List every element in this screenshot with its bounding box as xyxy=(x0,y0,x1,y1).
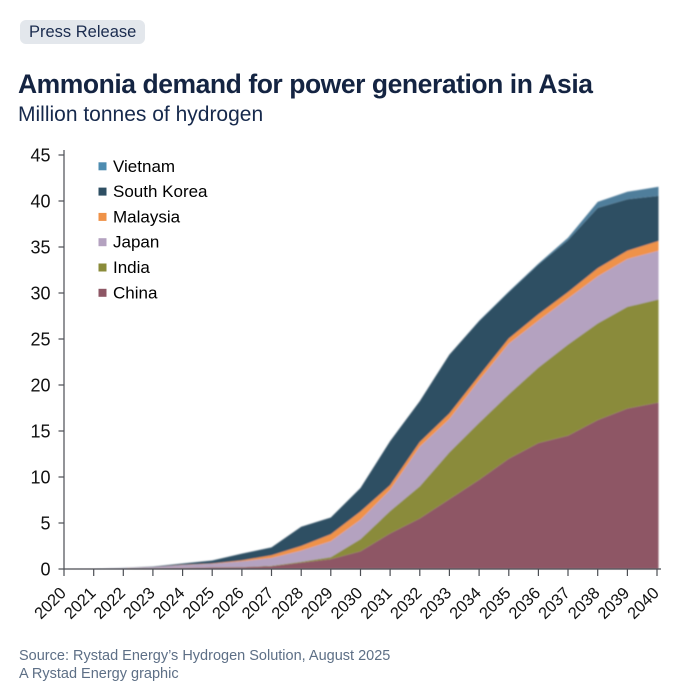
svg-text:2030: 2030 xyxy=(328,584,367,623)
svg-text:South Korea: South Korea xyxy=(113,182,208,201)
svg-text:Vietnam: Vietnam xyxy=(113,157,175,176)
svg-text:2040: 2040 xyxy=(624,584,663,623)
svg-text:2033: 2033 xyxy=(417,584,456,623)
svg-text:2032: 2032 xyxy=(387,584,426,623)
svg-text:2028: 2028 xyxy=(268,584,307,623)
svg-text:15: 15 xyxy=(30,422,50,442)
svg-text:45: 45 xyxy=(30,146,50,166)
svg-text:2027: 2027 xyxy=(239,584,278,623)
svg-text:5: 5 xyxy=(40,514,50,534)
svg-text:China: China xyxy=(113,283,158,302)
svg-text:2021: 2021 xyxy=(61,584,100,623)
svg-text:20: 20 xyxy=(30,376,50,396)
svg-text:2025: 2025 xyxy=(179,584,218,623)
svg-text:2029: 2029 xyxy=(298,584,337,623)
svg-text:India: India xyxy=(113,258,150,277)
svg-text:2022: 2022 xyxy=(90,584,129,623)
svg-text:35: 35 xyxy=(30,238,50,258)
svg-text:Japan: Japan xyxy=(113,233,159,252)
svg-text:2039: 2039 xyxy=(595,584,634,623)
svg-text:2026: 2026 xyxy=(209,584,248,623)
svg-text:2020: 2020 xyxy=(31,584,70,623)
svg-text:2035: 2035 xyxy=(476,584,515,623)
svg-text:40: 40 xyxy=(30,192,50,212)
svg-text:2031: 2031 xyxy=(357,584,396,623)
svg-text:2038: 2038 xyxy=(565,584,604,623)
svg-text:30: 30 xyxy=(30,284,50,304)
svg-text:Malaysia: Malaysia xyxy=(113,207,181,226)
svg-text:25: 25 xyxy=(30,330,50,350)
svg-text:10: 10 xyxy=(30,468,50,488)
svg-text:2023: 2023 xyxy=(120,584,159,623)
svg-text:2034: 2034 xyxy=(446,584,485,623)
svg-text:2037: 2037 xyxy=(535,584,574,623)
svg-text:2024: 2024 xyxy=(150,584,189,623)
svg-text:2036: 2036 xyxy=(506,584,545,623)
svg-text:0: 0 xyxy=(40,560,50,580)
